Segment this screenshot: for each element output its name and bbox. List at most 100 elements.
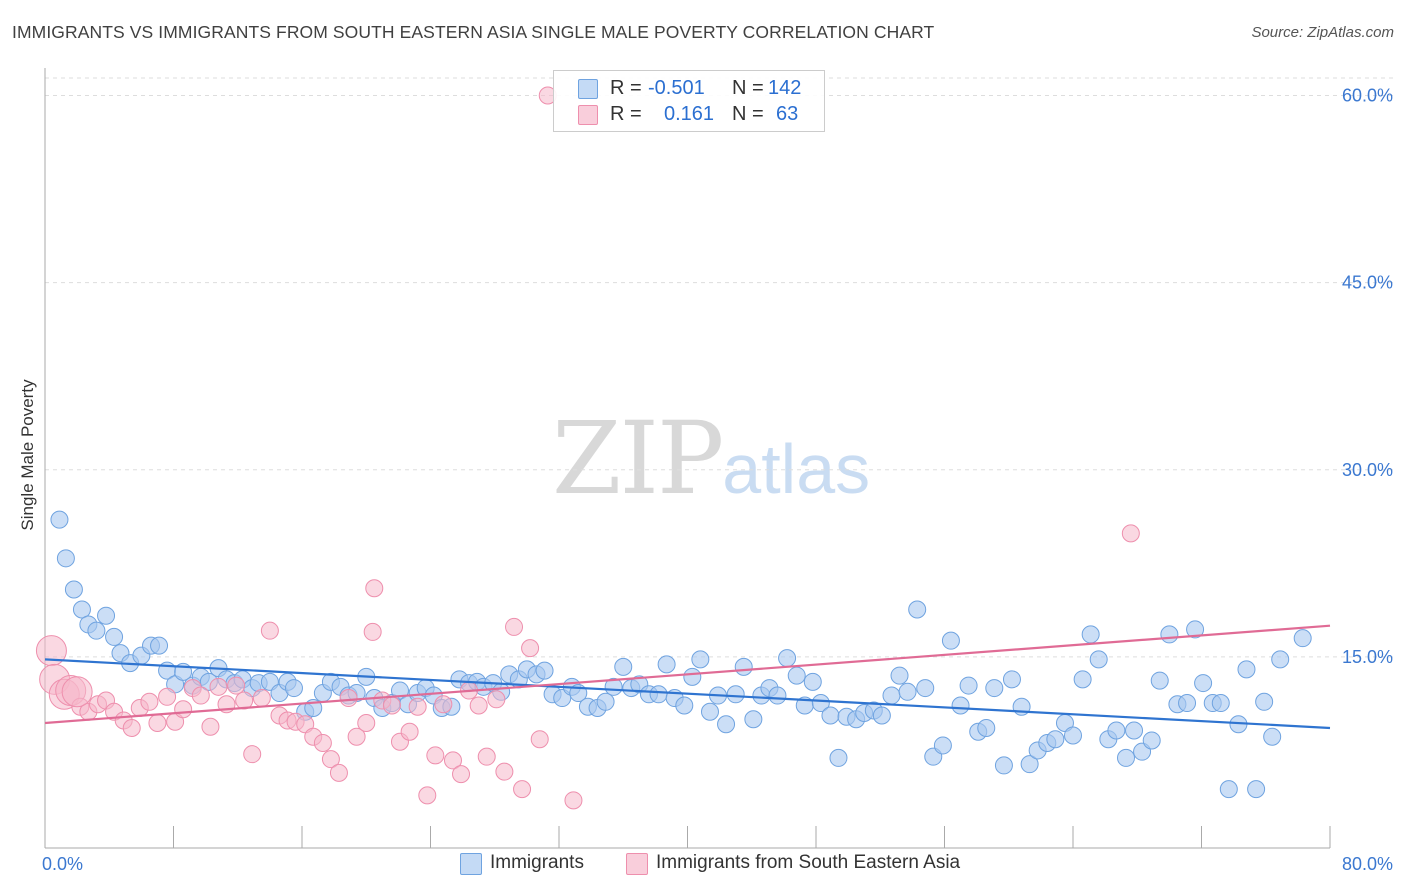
series-sea-points: [35, 86, 1140, 810]
data-point-sea: [260, 621, 279, 640]
data-point-sea: [408, 697, 427, 716]
data-point-sea: [140, 692, 159, 711]
data-point-immigrants: [726, 685, 745, 704]
data-point-immigrants: [717, 715, 736, 734]
axes: [44, 68, 1331, 849]
data-point-immigrants: [872, 706, 891, 725]
data-point-immigrants: [1186, 620, 1205, 639]
data-point-sea: [235, 691, 254, 710]
data-point-immigrants: [744, 710, 763, 729]
legend-swatch-sea: [578, 105, 598, 125]
y-tick-label: 60.0%: [1342, 86, 1393, 106]
data-point-immigrants: [1107, 721, 1126, 740]
data-point-immigrants: [1002, 670, 1021, 689]
watermark-atlas: atlas: [722, 430, 871, 508]
legend-r-label: R =: [610, 103, 642, 125]
data-point-immigrants: [1271, 650, 1290, 669]
x-tick-label: 80.0%: [1342, 854, 1393, 874]
data-point-sea: [530, 730, 549, 749]
data-point-immigrants: [778, 649, 797, 668]
data-point-sea: [477, 747, 496, 766]
correlation-legend: R = -0.501 N = 142 R = 0.161 N = 63: [553, 70, 825, 132]
trend-line-sea: [44, 624, 1331, 725]
data-point-immigrants: [916, 679, 935, 698]
data-point-immigrants: [1247, 780, 1266, 799]
data-point-sea: [313, 733, 332, 752]
data-point-sea: [505, 617, 524, 636]
data-point-sea: [1121, 524, 1140, 543]
data-point-sea: [400, 722, 419, 741]
legend-n-label: N =: [732, 103, 764, 125]
data-point-immigrants: [1064, 726, 1082, 745]
data-point-immigrants: [1089, 650, 1108, 669]
data-point-sea: [122, 718, 141, 737]
data-point-sea: [513, 780, 532, 799]
legend-r-label: R =: [610, 77, 642, 99]
legend-swatch-immigrants: [578, 79, 598, 99]
data-point-immigrants: [64, 580, 83, 599]
data-point-sea: [434, 695, 453, 714]
trend-line-immigrants: [44, 658, 1331, 730]
data-point-immigrants: [56, 549, 75, 568]
data-point-immigrants: [933, 736, 952, 755]
data-point-immigrants: [1237, 660, 1256, 679]
legend-r-value: 0.161: [664, 103, 715, 125]
data-point-immigrants: [1211, 694, 1230, 713]
data-point-immigrants: [1178, 694, 1197, 713]
data-point-immigrants: [50, 510, 69, 529]
data-point-sea: [357, 713, 376, 732]
data-point-immigrants: [683, 667, 702, 686]
series-immigrants-points: [50, 510, 1312, 799]
data-point-sea: [158, 687, 177, 706]
data-point-sea: [252, 689, 271, 708]
chart-title: IMMIGRANTS VS IMMIGRANTS FROM SOUTH EAST…: [12, 22, 935, 42]
watermark-zip: ZIP: [552, 400, 724, 517]
data-point-immigrants: [787, 666, 806, 685]
data-point-immigrants: [959, 676, 978, 695]
legend-swatch-immigrants: [460, 853, 482, 875]
data-point-sea: [243, 745, 262, 764]
data-point-sea: [329, 763, 348, 782]
data-point-sea: [148, 713, 167, 732]
data-point-sea: [347, 727, 366, 746]
data-point-immigrants: [657, 655, 676, 674]
data-point-immigrants: [1046, 730, 1065, 749]
data-point-immigrants: [985, 679, 1004, 698]
data-point-sea: [487, 690, 506, 709]
data-point-immigrants: [941, 631, 960, 650]
grid-lines: [45, 77, 1395, 658]
data-point-immigrants: [1142, 731, 1161, 750]
data-point-immigrants: [977, 718, 996, 737]
data-point-immigrants: [1255, 692, 1274, 711]
data-point-immigrants: [675, 696, 694, 715]
data-point-immigrants: [1160, 625, 1179, 644]
data-point-sea: [382, 696, 401, 715]
data-point-immigrants: [1117, 748, 1136, 767]
data-point-sea: [452, 765, 471, 784]
data-point-immigrants: [734, 657, 753, 676]
data-point-sea: [443, 751, 462, 770]
y-tick-label: 30.0%: [1342, 460, 1393, 480]
data-point-immigrants: [1125, 721, 1144, 740]
legend-n-label: N =: [732, 77, 764, 99]
data-point-immigrants: [829, 748, 848, 767]
data-point-immigrants: [768, 686, 787, 705]
data-point-sea: [174, 700, 193, 719]
data-point-sea: [365, 579, 384, 598]
data-point-sea: [426, 746, 445, 765]
data-point-immigrants: [811, 694, 830, 713]
data-point-sea: [469, 696, 488, 715]
y-tick-label: 15.0%: [1342, 647, 1393, 667]
data-point-immigrants: [1150, 671, 1169, 690]
tick-labels: 15.0% 30.0% 45.0% 60.0% 0.0% 80.0%: [42, 86, 1393, 875]
data-point-sea: [521, 639, 540, 658]
data-point-immigrants: [1194, 674, 1213, 693]
data-point-immigrants: [97, 606, 116, 625]
data-point-immigrants: [994, 756, 1013, 775]
data-point-immigrants: [1020, 755, 1039, 774]
legend-n-value: 63: [776, 103, 799, 125]
x-tick-label: 0.0%: [42, 854, 83, 874]
data-point-immigrants: [890, 666, 909, 685]
data-point-immigrants: [72, 600, 91, 619]
